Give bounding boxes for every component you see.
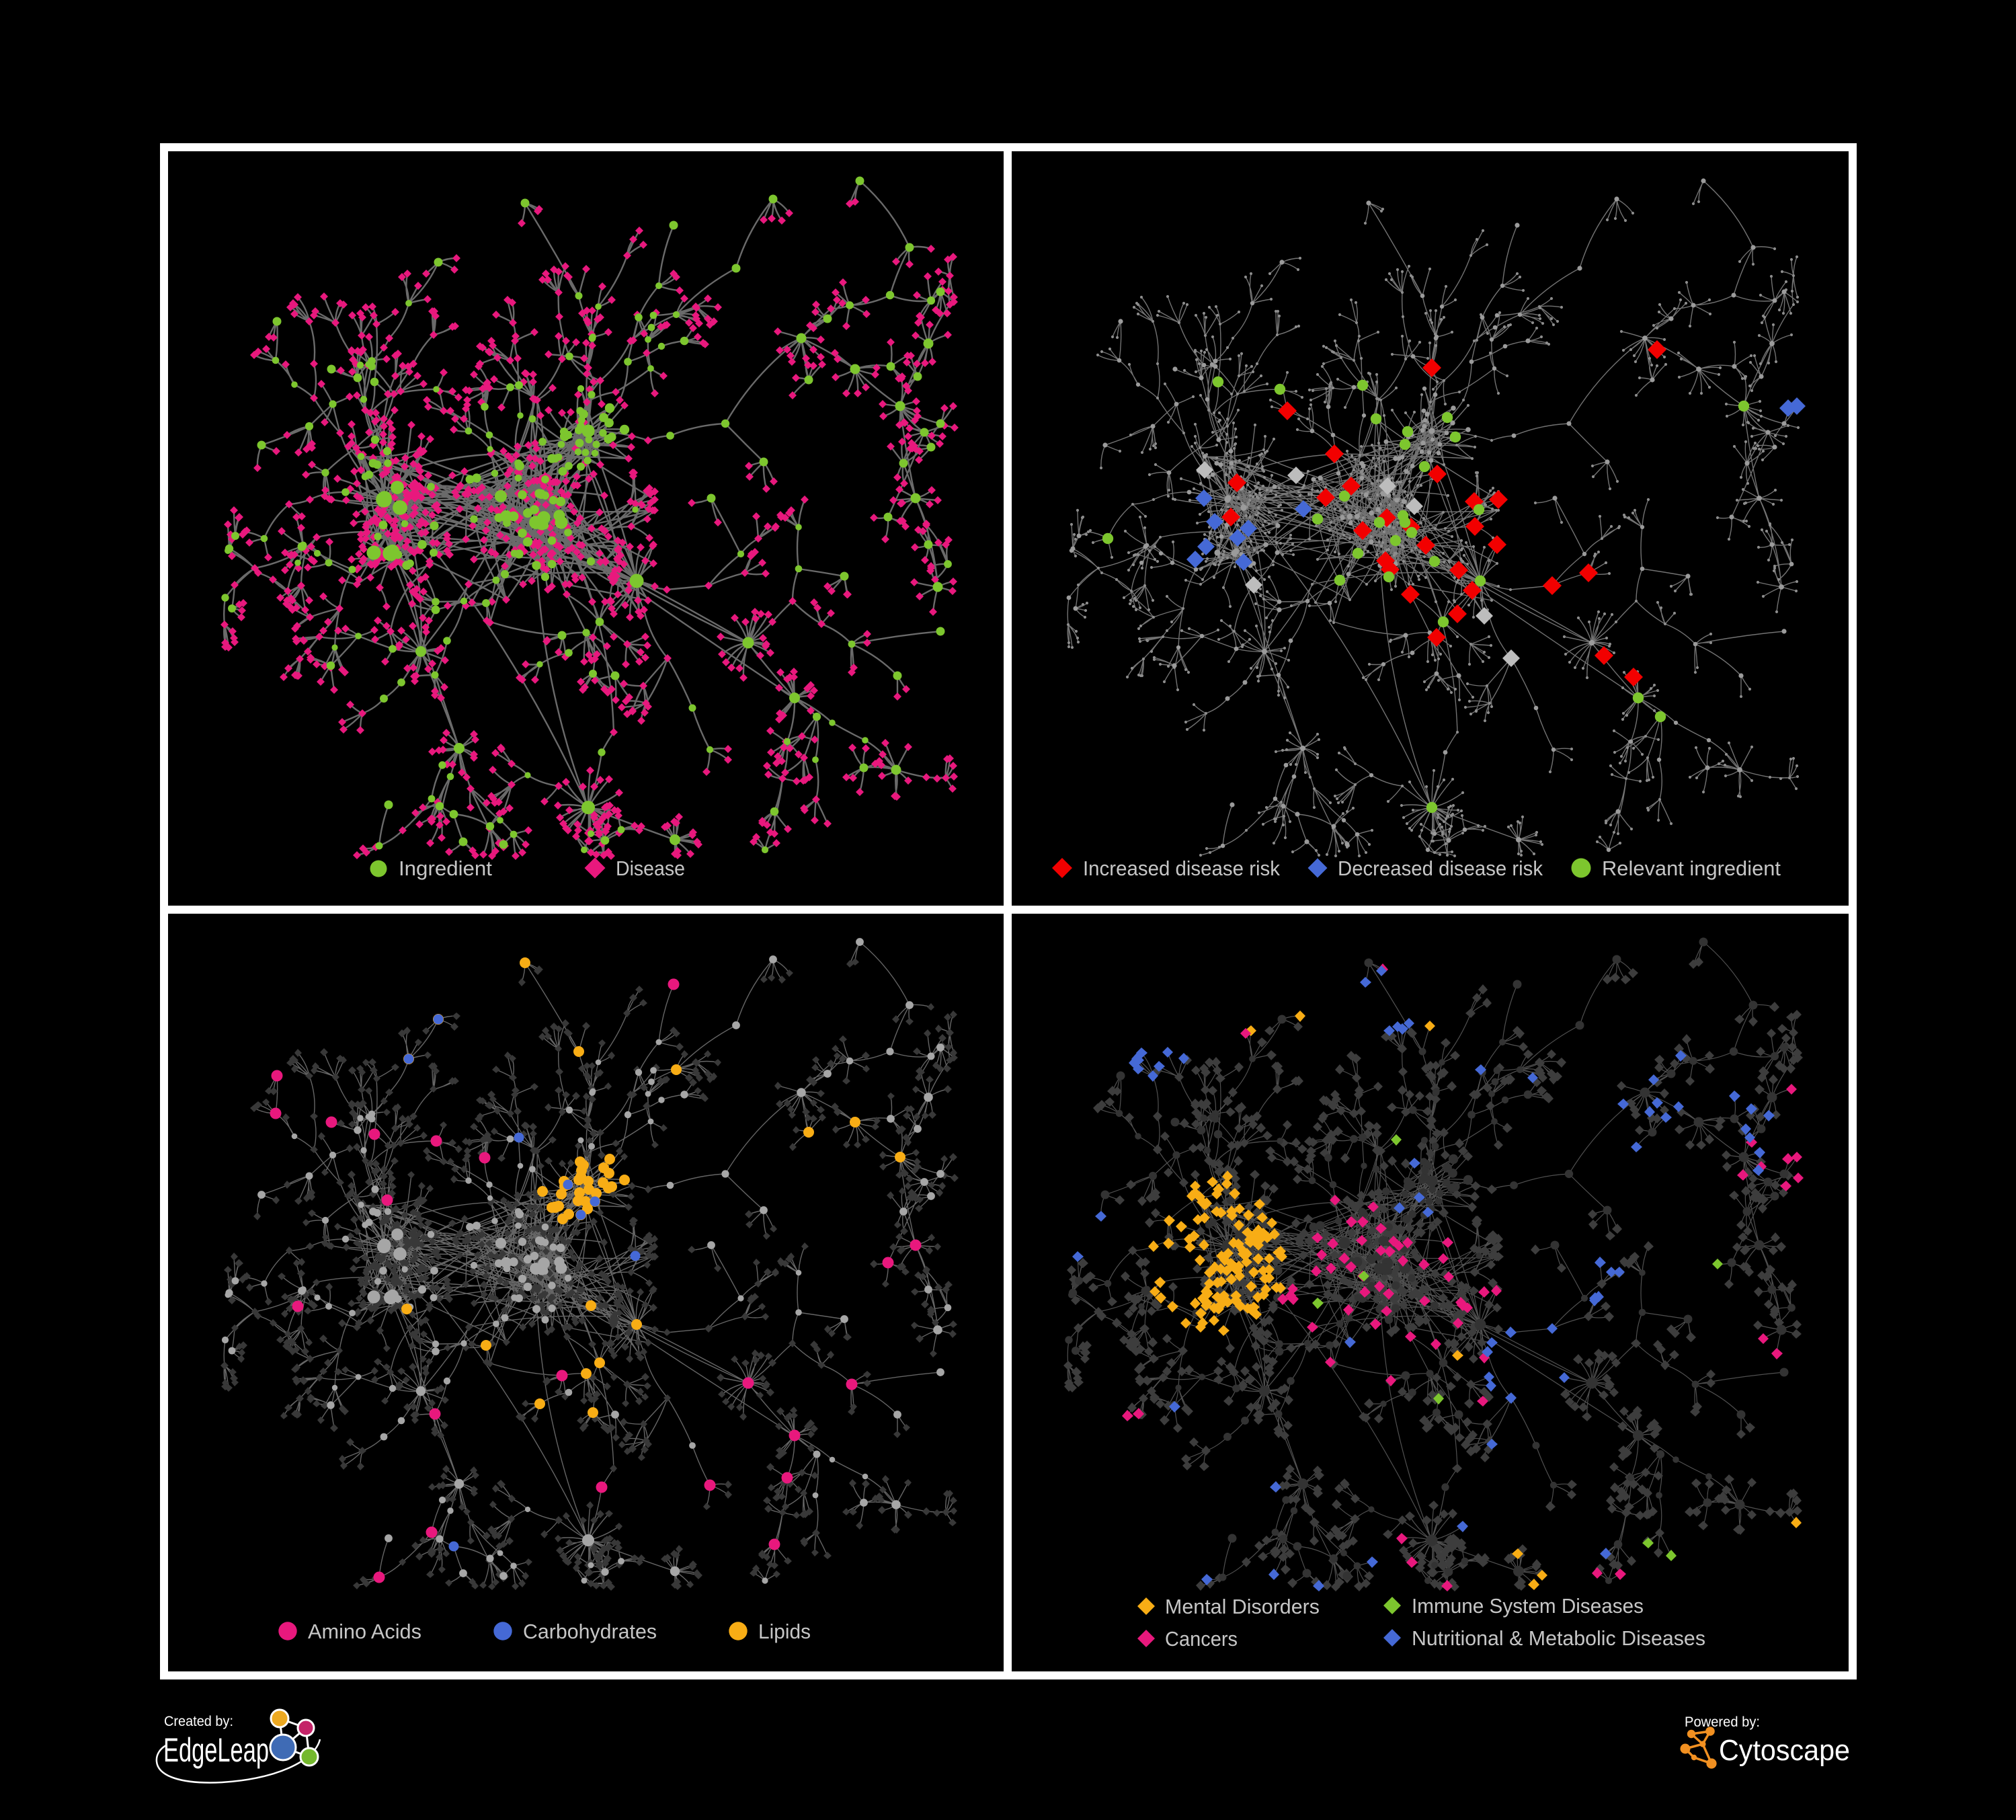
svg-text:Disease: Disease [616,857,685,880]
svg-text:Mental Disorders: Mental Disorders [1165,1595,1320,1618]
svg-text:Decreased disease risk: Decreased disease risk [1338,857,1543,880]
svg-text:Cytoscape: Cytoscape [1719,1734,1850,1767]
svg-text:Ingredient: Ingredient [399,857,492,880]
svg-text:Immune System Diseases: Immune System Diseases [1412,1594,1644,1618]
svg-text:Created by:: Created by: [164,1714,233,1729]
svg-text:EdgeLeap: EdgeLeap [163,1731,269,1769]
svg-text:Relevant ingredient: Relevant ingredient [1602,857,1781,880]
svg-text:Carbohydrates: Carbohydrates [523,1620,657,1643]
svg-text:Increased disease risk: Increased disease risk [1083,857,1280,880]
svg-text:Cancers: Cancers [1165,1627,1238,1651]
svg-text:Lipids: Lipids [758,1620,811,1643]
svg-text:Powered by:: Powered by: [1685,1714,1760,1730]
svg-text:Amino Acids: Amino Acids [308,1620,421,1643]
svg-text:Nutritional & Metabolic Diseas: Nutritional & Metabolic Diseases [1412,1626,1705,1650]
